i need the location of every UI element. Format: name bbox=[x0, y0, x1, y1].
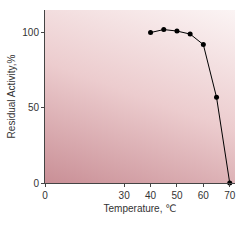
svg-text:Residual Activity,%: Residual Activity,% bbox=[6, 55, 17, 139]
svg-text:100: 100 bbox=[22, 27, 39, 38]
svg-text:30: 30 bbox=[119, 190, 131, 201]
svg-text:Temperature, ℃: Temperature, ℃ bbox=[104, 203, 177, 214]
svg-text:40: 40 bbox=[145, 190, 157, 201]
svg-text:70: 70 bbox=[224, 190, 236, 201]
svg-text:0: 0 bbox=[42, 190, 48, 201]
svg-text:0: 0 bbox=[33, 178, 39, 189]
svg-text:50: 50 bbox=[28, 102, 40, 113]
svg-text:50: 50 bbox=[171, 190, 183, 201]
svg-text:60: 60 bbox=[198, 190, 210, 201]
